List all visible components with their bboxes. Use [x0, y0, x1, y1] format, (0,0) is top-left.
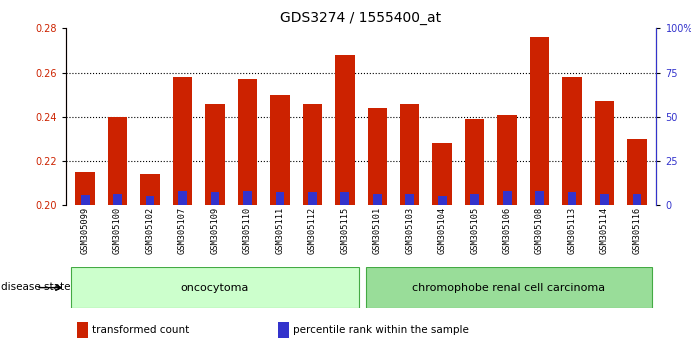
Text: oncocytoma: oncocytoma — [181, 282, 249, 293]
Text: GSM305099: GSM305099 — [81, 207, 90, 255]
Bar — [373, 194, 381, 205]
Bar — [81, 195, 90, 205]
Bar — [108, 117, 127, 205]
Text: GSM305112: GSM305112 — [308, 207, 317, 255]
Bar — [341, 193, 349, 205]
Bar — [438, 196, 446, 205]
Text: GSM305116: GSM305116 — [632, 207, 641, 255]
Bar — [75, 172, 95, 205]
Bar — [530, 37, 549, 205]
Bar — [627, 139, 647, 205]
Text: GSM305106: GSM305106 — [502, 207, 511, 255]
Text: disease state: disease state — [1, 282, 70, 292]
Bar — [146, 196, 154, 205]
Text: transformed count: transformed count — [92, 325, 189, 335]
Bar — [368, 108, 387, 205]
Bar — [632, 194, 641, 205]
Text: GSM305105: GSM305105 — [470, 207, 479, 255]
Bar — [113, 194, 122, 205]
Bar — [536, 191, 544, 205]
Bar — [243, 191, 252, 205]
Bar — [140, 175, 160, 205]
Text: GSM305111: GSM305111 — [276, 207, 285, 255]
Text: GSM305108: GSM305108 — [535, 207, 544, 255]
Text: GSM305113: GSM305113 — [567, 207, 576, 255]
Bar — [173, 77, 192, 205]
Bar — [471, 194, 479, 205]
Bar — [568, 193, 576, 205]
Bar — [211, 193, 219, 205]
Title: GDS3274 / 1555400_at: GDS3274 / 1555400_at — [281, 11, 442, 24]
Bar — [498, 115, 517, 205]
Text: GSM305107: GSM305107 — [178, 207, 187, 255]
Bar — [406, 194, 414, 205]
Bar — [278, 322, 289, 338]
Text: GSM305100: GSM305100 — [113, 207, 122, 255]
Bar — [503, 191, 511, 205]
Bar — [270, 95, 290, 205]
Bar — [276, 193, 284, 205]
Bar — [600, 194, 609, 205]
Text: GSM305101: GSM305101 — [372, 207, 382, 255]
Bar — [303, 104, 322, 205]
Bar — [308, 193, 316, 205]
Bar — [595, 101, 614, 205]
Bar — [70, 267, 359, 308]
Bar — [562, 77, 582, 205]
Bar — [366, 267, 652, 308]
Bar — [238, 79, 257, 205]
Bar — [335, 55, 354, 205]
Text: GSM305110: GSM305110 — [243, 207, 252, 255]
Text: GSM305102: GSM305102 — [146, 207, 155, 255]
Bar — [178, 191, 187, 205]
Bar — [205, 104, 225, 205]
Bar — [465, 119, 484, 205]
Bar — [400, 104, 419, 205]
Text: chromophobe renal cell carcinoma: chromophobe renal cell carcinoma — [413, 282, 605, 293]
Text: GSM305103: GSM305103 — [405, 207, 414, 255]
Bar — [433, 143, 452, 205]
Text: percentile rank within the sample: percentile rank within the sample — [293, 325, 469, 335]
Text: GSM305115: GSM305115 — [340, 207, 350, 255]
Text: GSM305114: GSM305114 — [600, 207, 609, 255]
Text: GSM305109: GSM305109 — [211, 207, 220, 255]
Bar — [77, 322, 88, 338]
Text: GSM305104: GSM305104 — [437, 207, 446, 255]
